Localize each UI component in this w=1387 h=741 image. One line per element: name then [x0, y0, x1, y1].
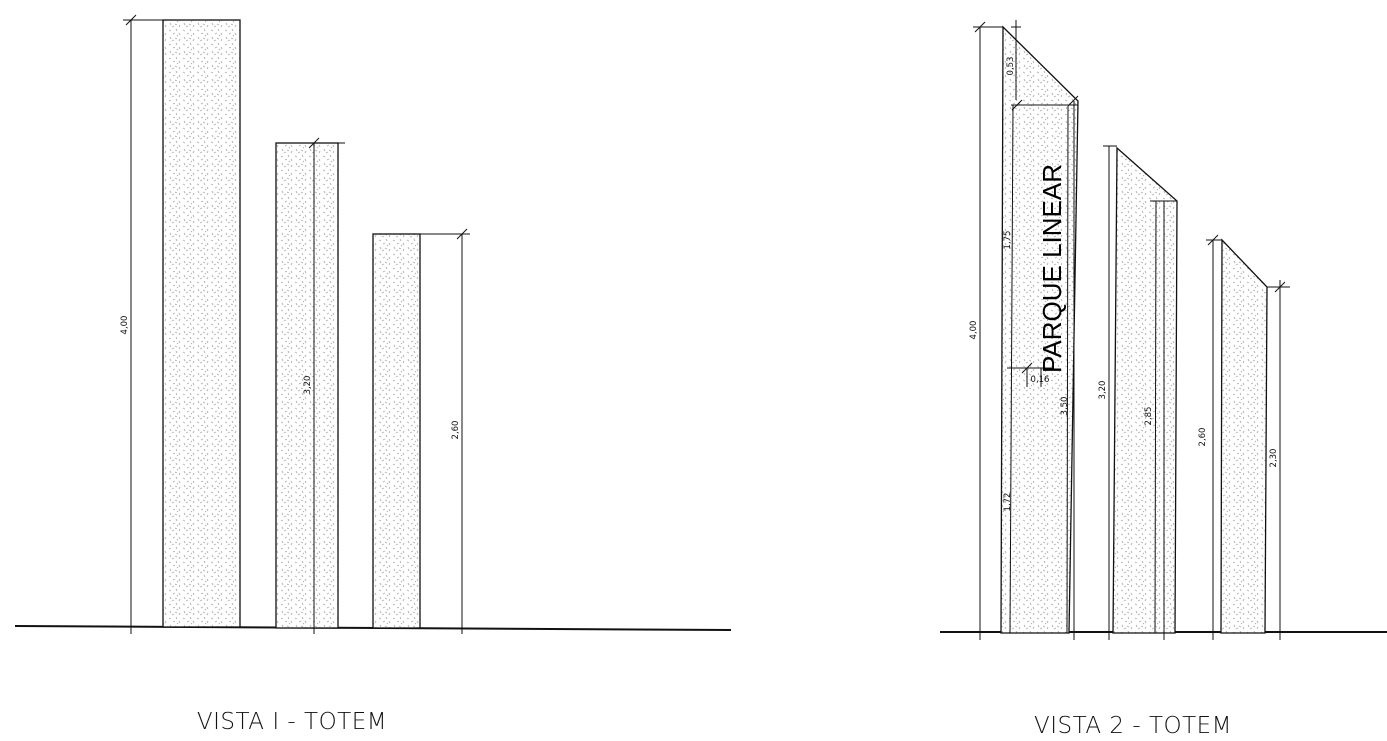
- view2-dim-totem-2-total: 3,20: [1098, 381, 1108, 400]
- view1-dimension-lines: [123, 14, 470, 634]
- view2-dim-thickness: 0,16: [1031, 375, 1050, 385]
- view2-dimension-lines: [973, 20, 1290, 640]
- view2-dim-totem-1-total: 4,00: [969, 321, 979, 340]
- view1-dim-totem-1: 4,00: [120, 316, 130, 335]
- view2-dim-totem-1-front: 3,50: [1060, 397, 1070, 416]
- view2-totem-1: [1000, 25, 1079, 634]
- view2-dim-lower: 1,72: [1003, 493, 1013, 512]
- view2-face-edges: [1009, 104, 1157, 634]
- view2-totem-3: [1220, 238, 1268, 634]
- view2-brand-text: PARQUE LINEAR: [1037, 164, 1067, 373]
- view1-totem-2: [275, 142, 339, 629]
- view2-dim-totem-3-total: 2,60: [1198, 428, 1208, 447]
- view2-dim-totem-2-front: 2,85: [1144, 407, 1154, 426]
- view1-totem-1: [162, 19, 241, 628]
- view1-totem-3: [372, 233, 421, 629]
- view1-caption: VISTA I - TOTEM: [197, 709, 387, 735]
- view1-dim-totem-3: 2,60: [451, 421, 461, 440]
- view1-dim-totem-2: 3,20: [303, 376, 313, 395]
- view2-caption: VISTA 2 - TOTEM: [1034, 713, 1232, 739]
- view2-dim-totem-3-front: 2,30: [1269, 449, 1279, 468]
- view2-totem-2: [1112, 146, 1178, 634]
- view2-dim-top-slope: 0,53: [1006, 57, 1016, 76]
- view2-dim-upper: 1,75: [1003, 231, 1013, 250]
- view2-group: PARQUE LINEAR 0,53 1,75 0,16 1,72 4,00 3…: [940, 20, 1387, 739]
- view1-group: 4,00 3,20 2,60 VISTA I - TOTEM: [14, 14, 732, 735]
